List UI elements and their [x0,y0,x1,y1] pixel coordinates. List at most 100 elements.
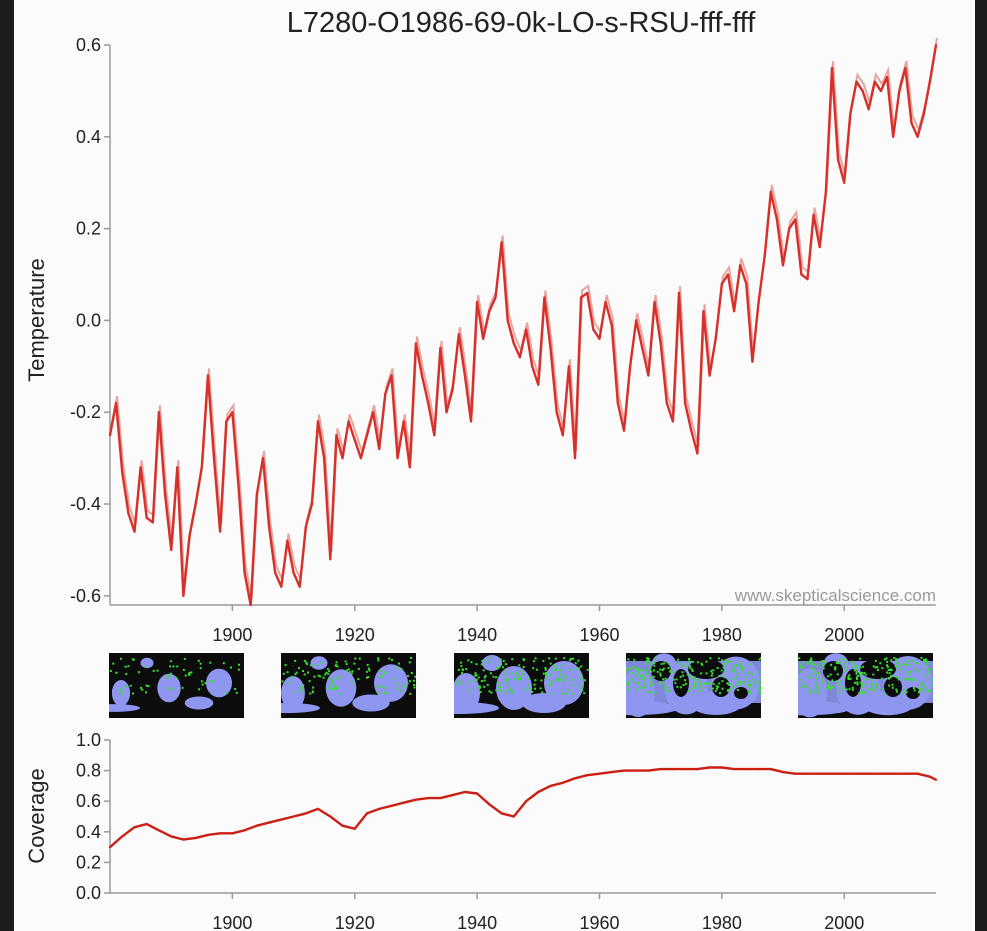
temperature-data-point [610,323,613,327]
coverage-data-point [329,815,332,818]
temperature-data-point [512,342,515,345]
temperature-data-point [200,466,203,469]
temperature-series [108,37,938,607]
temperature-data-point [677,291,681,294]
temperature-data-point [108,434,112,437]
temperature-data-point [372,411,375,414]
coverage-data-point [659,768,662,771]
coverage-data-point [879,772,883,775]
coverage-data-point [573,777,577,780]
temperature-data-point [567,365,571,368]
temperature-data-point [684,401,687,405]
coverage-map-1880 [109,653,244,718]
temperature-data-point [164,493,167,496]
temperature-data-point [188,535,191,538]
coverage-data-point [843,772,846,775]
coverage-data-point [622,769,626,772]
coverage-map-graphic [281,653,416,718]
temperature-x-tick-label: 1980 [702,625,742,645]
coverage-x-tick-label: 1940 [457,913,497,931]
coverage-y-tick-label: 0.4 [76,822,101,842]
coverage-axes: 0.0 0.2 0.4 0.6 0.8 1.0 1900 1920 1940 1960 1980 20… [76,730,936,931]
coverage-data-point [745,768,748,771]
temperature-data-point [690,429,693,432]
temperature-data-point [720,282,724,285]
temperature-data-point [482,337,485,340]
temperature-data-point [934,43,938,47]
coverage-data-point [757,768,760,771]
temperature-data-point [641,346,644,350]
temperature-data-point [176,466,179,469]
temperature-data-point [604,300,607,304]
coverage-data-point [341,824,344,827]
temperature-data-point [757,300,760,304]
temperature-data-point [879,89,883,92]
temperature-data-point [543,296,546,299]
temperature-data-point [531,365,534,368]
y-axis-label-temperature: Temperature [24,258,49,382]
coverage-data-point [733,768,736,771]
temperature-data-point [316,420,320,423]
temperature-data-point [237,484,240,487]
temperature-data-point [671,420,675,423]
coverage-data-point [121,835,124,838]
temperature-data-point [592,328,595,331]
coverage-data-point [194,836,197,840]
temperature-y-tick-label: -0.6 [70,586,101,606]
temperature-data-point [182,594,185,597]
temperature-data-point [898,89,901,92]
temperature-data-point [873,80,876,83]
temperature-data-point [261,457,265,460]
coverage-data-point [231,832,234,835]
temperature-x-tick-label: 1900 [212,625,252,645]
coverage-data-point [451,794,454,797]
coverage-y-tick-label: 1.0 [76,730,101,750]
temperature-data-point [549,346,552,350]
coverage-map-graphic [454,653,589,718]
coverage-data-point [280,818,283,821]
coverage-x-tick-label: 1900 [212,913,252,931]
temperature-data-point [794,218,797,221]
temperature-data-point [763,255,766,258]
temperature-data-point [622,429,626,432]
temperature-y-tick-label: 0.6 [76,35,101,55]
temperature-data-point [518,356,521,359]
temperature-data-point [629,365,632,368]
temperature-data-point [769,190,772,193]
coverage-data-point [402,801,405,804]
temperature-data-point [843,181,846,184]
coverage-data-point [696,768,699,771]
coverage-data-point [500,812,503,815]
temperature-data-point [837,158,840,161]
temperature-data-point [861,89,864,92]
temperature-data-point [659,342,662,345]
temperature-data-point [133,530,136,533]
temperature-data-point [157,411,160,414]
temperature-data-point [476,300,479,304]
coverage-data-point [610,771,613,774]
coverage-data-point [769,768,772,771]
temperature-data-point [457,333,460,336]
temperature-data-point [824,190,828,193]
temperature-data-point [310,502,313,506]
temperature-data-point [298,585,301,588]
coverage-data-point [427,797,430,800]
temperature-data-point [231,411,234,414]
temperature-data-point [427,401,430,405]
temperature-data-point [812,213,815,216]
coverage-data-point [243,829,246,832]
coverage-data-point [647,769,650,772]
chart-canvas: L7280-O1986-69-0k-LO-s-RSU-fff-fff Tempe… [24,7,938,931]
temperature-data-point [830,66,834,70]
temperature-data-point [702,310,705,313]
temperature-data-point [359,457,362,460]
temperature-data-point [378,447,381,450]
temperature-data-point [255,493,258,496]
temperature-data-point [494,296,497,299]
coverage-series-line [109,766,937,849]
temperature-data-point [268,525,271,529]
coverage-series [108,766,938,849]
coverage-data-point [830,772,834,775]
temperature-data-point [353,438,356,441]
temperature-y-tick-label: -0.2 [70,402,101,422]
